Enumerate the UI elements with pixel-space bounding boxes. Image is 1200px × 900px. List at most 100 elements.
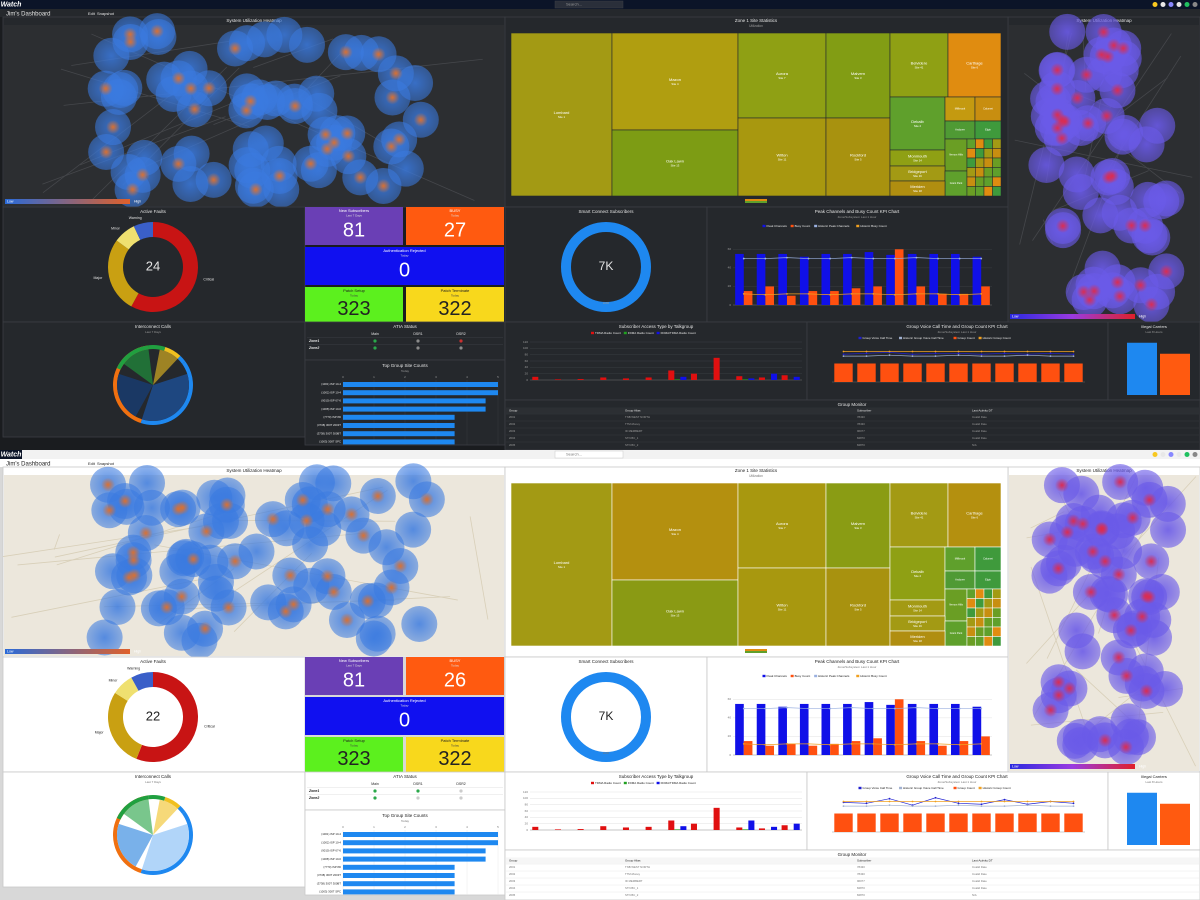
toolbar-icon[interactable]: [1192, 452, 1198, 457]
cell-site: Site 18: [913, 189, 922, 193]
treemap-cell: [825, 117, 891, 197]
panel-title: System Utilization Heatmap: [226, 468, 282, 473]
panel-subtitle: Zone/Subsystem Last 1 Hour: [838, 665, 877, 669]
edit-button[interactable]: Edit: [88, 461, 96, 466]
dashboard-name: Jim's Dashboard: [6, 462, 51, 468]
toolbar-icon[interactable]: [1160, 2, 1166, 7]
heat-core: [1042, 532, 1057, 547]
kpi-period: Today: [400, 703, 409, 707]
snapshot-button[interactable]: Snapshot: [97, 461, 115, 466]
bar: [793, 823, 800, 830]
table-cell: Invalid Date: [972, 429, 987, 433]
column-header: DSR2: [456, 332, 465, 336]
legend-swatch: [856, 674, 860, 678]
treemap-small-cell: [975, 176, 985, 187]
cell-name: Oak Lawn: [666, 159, 684, 164]
treemap-small-cell: [992, 607, 1002, 618]
treemap-small-cell: [966, 598, 976, 609]
search-box[interactable]: [554, 450, 624, 459]
row-label: Zone1: [308, 339, 319, 343]
heat-core: [1110, 275, 1125, 290]
line-point: [957, 804, 960, 807]
toolbar-icon[interactable]: [1152, 2, 1158, 7]
toolbar-icon[interactable]: [1184, 452, 1190, 457]
donut-segment: [116, 226, 141, 250]
heat-halo: [1139, 107, 1176, 144]
heat-core: [206, 172, 221, 187]
table-cell: Invalid Date: [972, 415, 987, 419]
bar: [756, 253, 766, 305]
bar: [343, 414, 455, 420]
panel-subtitle: Zone/Subsystem Last 1 Hour: [838, 215, 877, 219]
kpi-value: 81: [343, 669, 365, 691]
toolbar-icon[interactable]: [1160, 452, 1166, 457]
bar: [950, 703, 960, 755]
treemap-small-cell: [975, 607, 985, 618]
donut-segment: [136, 672, 198, 762]
map-road: [469, 516, 489, 620]
toolbar-icon[interactable]: [1152, 452, 1158, 457]
line-point: [915, 292, 918, 295]
bar: [736, 376, 743, 380]
bar: [926, 813, 945, 832]
cell-name: Dekalb: [911, 569, 924, 574]
line-point: [829, 707, 832, 710]
cell-name: Dekalb: [911, 119, 924, 124]
treemap-legend: [745, 651, 767, 653]
heat-core: [1060, 525, 1075, 540]
column-header: Group Alias: [625, 408, 641, 412]
line-point: [888, 354, 891, 357]
snapshot-button[interactable]: Snapshot: [97, 11, 115, 16]
x-tick-label: 0: [342, 375, 344, 379]
treemap-small-cell: [983, 617, 993, 628]
legend-label: Group Voice Call Time: [863, 336, 893, 340]
cell-site: Site 2: [914, 124, 922, 128]
bar: [903, 813, 922, 832]
line-series: [743, 707, 982, 709]
line-point: [958, 707, 961, 710]
table-cell: 2005: [509, 893, 516, 897]
bar: [972, 363, 991, 382]
heat-core: [1054, 478, 1069, 493]
legend-swatch: [762, 224, 766, 228]
treemap-small-cell: [992, 598, 1002, 609]
bar: [343, 390, 498, 396]
panel-subtitle: Last 8 Hours: [1145, 330, 1163, 334]
line-point: [842, 805, 845, 807]
legend-swatch: [656, 781, 660, 785]
panel-title: Peak Channels and Busy Count KPI Chart: [815, 659, 900, 664]
line-point: [911, 350, 914, 353]
heat-core: [1124, 218, 1139, 233]
line-point: [1049, 805, 1052, 807]
status-dot: [459, 789, 463, 793]
bar-label: (7770) ISP 8D: [323, 865, 341, 869]
bar: [949, 813, 968, 832]
table-cell: 96077: [857, 429, 865, 433]
toolbar-icon[interactable]: [1176, 452, 1182, 457]
cell-name: Andover: [955, 578, 965, 582]
toolbar-icon[interactable]: [1184, 2, 1190, 7]
heat-core: [199, 524, 214, 539]
panel-title: Smart Connect Subscribers: [578, 659, 634, 664]
toolbar-icon[interactable]: [1176, 2, 1182, 7]
legend-label: Group Count: [958, 336, 975, 340]
line-point: [1072, 802, 1075, 805]
heat-core: [1057, 114, 1072, 129]
toolbar-icon[interactable]: [1192, 2, 1198, 7]
toolbar-icon[interactable]: [1168, 452, 1174, 457]
cell-site: Site 41: [915, 66, 924, 70]
bar-label: (3738) 300T 300BT: [317, 431, 341, 435]
bar: [674, 379, 681, 380]
legend-low: Low: [7, 199, 14, 203]
cell-name: Meriden: [910, 634, 924, 639]
search-box[interactable]: [554, 0, 624, 9]
cell-name: Vernon Hills: [949, 153, 964, 157]
table-cell: 84870: [857, 436, 865, 440]
legend-label: Historic Peak Channels: [818, 224, 850, 228]
line-point: [957, 350, 960, 353]
edit-button[interactable]: Edit: [88, 11, 96, 16]
toolbar-icon[interactable]: [1168, 2, 1174, 7]
line-point: [807, 292, 810, 295]
treemap-small-cell: [983, 607, 993, 618]
segment-label: Critical: [204, 724, 215, 728]
